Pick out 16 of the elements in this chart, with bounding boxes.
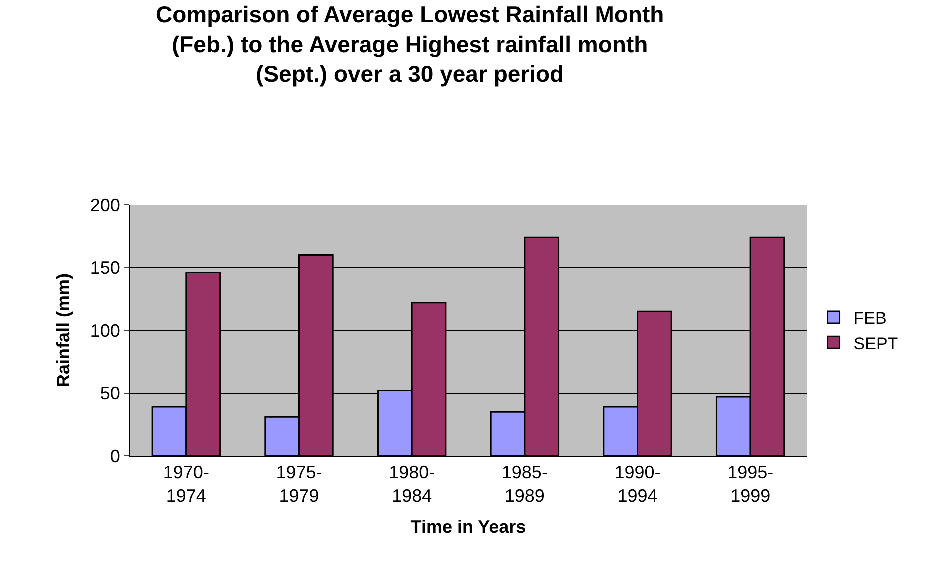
x-tick-label: 1975- 1979 <box>276 462 322 506</box>
chart-title: Comparison of Average Lowest Rainfall Month (Feb.) to the Average Highest rainfall month (Sept.) over a 30 year period <box>156 1 664 88</box>
x-axis-title: Time in Years <box>410 517 526 538</box>
x-tick-label: 1970- 1974 <box>163 462 210 506</box>
y-axis-title: Rainfall (mm) <box>54 273 74 388</box>
x-tick-label: 1995- 1999 <box>728 462 774 506</box>
y-tick-label: 150 <box>90 258 120 278</box>
legend-label: FEB <box>854 309 887 328</box>
y-tick-label: 100 <box>90 320 120 341</box>
legend-label: SEPT <box>854 334 898 354</box>
x-tick-label: 1985- 1989 <box>502 462 548 506</box>
y-tick-label: 0 <box>110 446 120 466</box>
x-tick-label: 1980- 1984 <box>389 462 436 506</box>
x-tick-label: 1990- 1994 <box>614 462 661 506</box>
y-tick-label: 50 <box>100 384 120 404</box>
y-tick-label: 200 <box>90 195 120 216</box>
